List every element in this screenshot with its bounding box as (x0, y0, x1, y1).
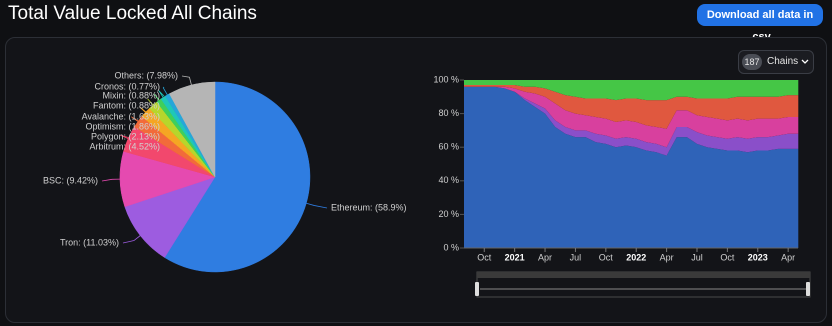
leader-line (139, 106, 165, 128)
y-tick-label: 80 % (438, 108, 459, 118)
zoom-slider[interactable] (475, 271, 811, 298)
slice-label: Polygon: (2.13%) (91, 131, 160, 141)
leader-line (306, 202, 328, 209)
y-tick-label: 60 % (438, 142, 459, 152)
x-tick-label: Oct (477, 252, 492, 262)
chevron (801, 59, 809, 64)
x-tick-label: Apr (781, 252, 795, 262)
x-tick-label: 2022 (626, 252, 646, 262)
chains-label: Chains (767, 56, 799, 67)
leader-line (120, 135, 165, 148)
slice-label: Tron: (11.03%) (60, 237, 119, 247)
y-tick-label: 20 % (438, 209, 459, 219)
x-tick-label: Oct (599, 252, 614, 262)
y-tick-label: 40 % (438, 175, 459, 185)
page-title: Total Value Locked All Chains (8, 3, 257, 24)
x-tick-label: 2021 (505, 252, 525, 262)
chains-count: 187 (742, 54, 762, 70)
area-series (464, 85, 799, 129)
leader-line (153, 93, 165, 107)
leader-line (181, 75, 192, 86)
y-tick-label: 100 % (433, 74, 459, 84)
slice-label: Cronos: (0.77%) (94, 81, 160, 91)
y-tick-label: 0 % (443, 242, 459, 252)
leader-line (162, 86, 168, 96)
slice-label: Mixin: (0.88%) (102, 90, 160, 100)
x-tick-label: Jul (570, 252, 582, 262)
slice-label: Arbitrum: (4.52%) (89, 141, 160, 151)
x-tick-label: 2023 (748, 252, 768, 262)
slice-label: Ethereum: (58.9%) (331, 202, 407, 212)
leader-line (122, 235, 141, 244)
leader-line (147, 98, 165, 118)
leader-line (158, 90, 165, 98)
chains-selector[interactable]: 187 Chains (738, 50, 814, 74)
slider-bar (477, 272, 810, 278)
area-series (464, 86, 799, 156)
slice-label: BSC: (9.42%) (43, 175, 98, 185)
leader-line (101, 178, 121, 182)
leader-line (131, 116, 165, 138)
slice-label: Others: (7.98%) (114, 70, 178, 80)
slider-handle (806, 282, 810, 296)
slice-label: Optimism: (1.86%) (85, 121, 160, 131)
area-series (464, 86, 799, 148)
area-series (464, 86, 799, 248)
x-tick-label: Apr (538, 252, 552, 262)
slider-handle (475, 282, 479, 296)
pie-slice (124, 176, 216, 258)
slice-label: Avalanche: (1.63%) (82, 111, 160, 121)
x-tick-label: Oct (720, 252, 735, 262)
x-tick-label: Jul (691, 252, 703, 262)
x-tick-label: Apr (660, 252, 674, 262)
slice-label: Fantom: (0.88%) (93, 100, 160, 110)
area-series (464, 80, 799, 101)
